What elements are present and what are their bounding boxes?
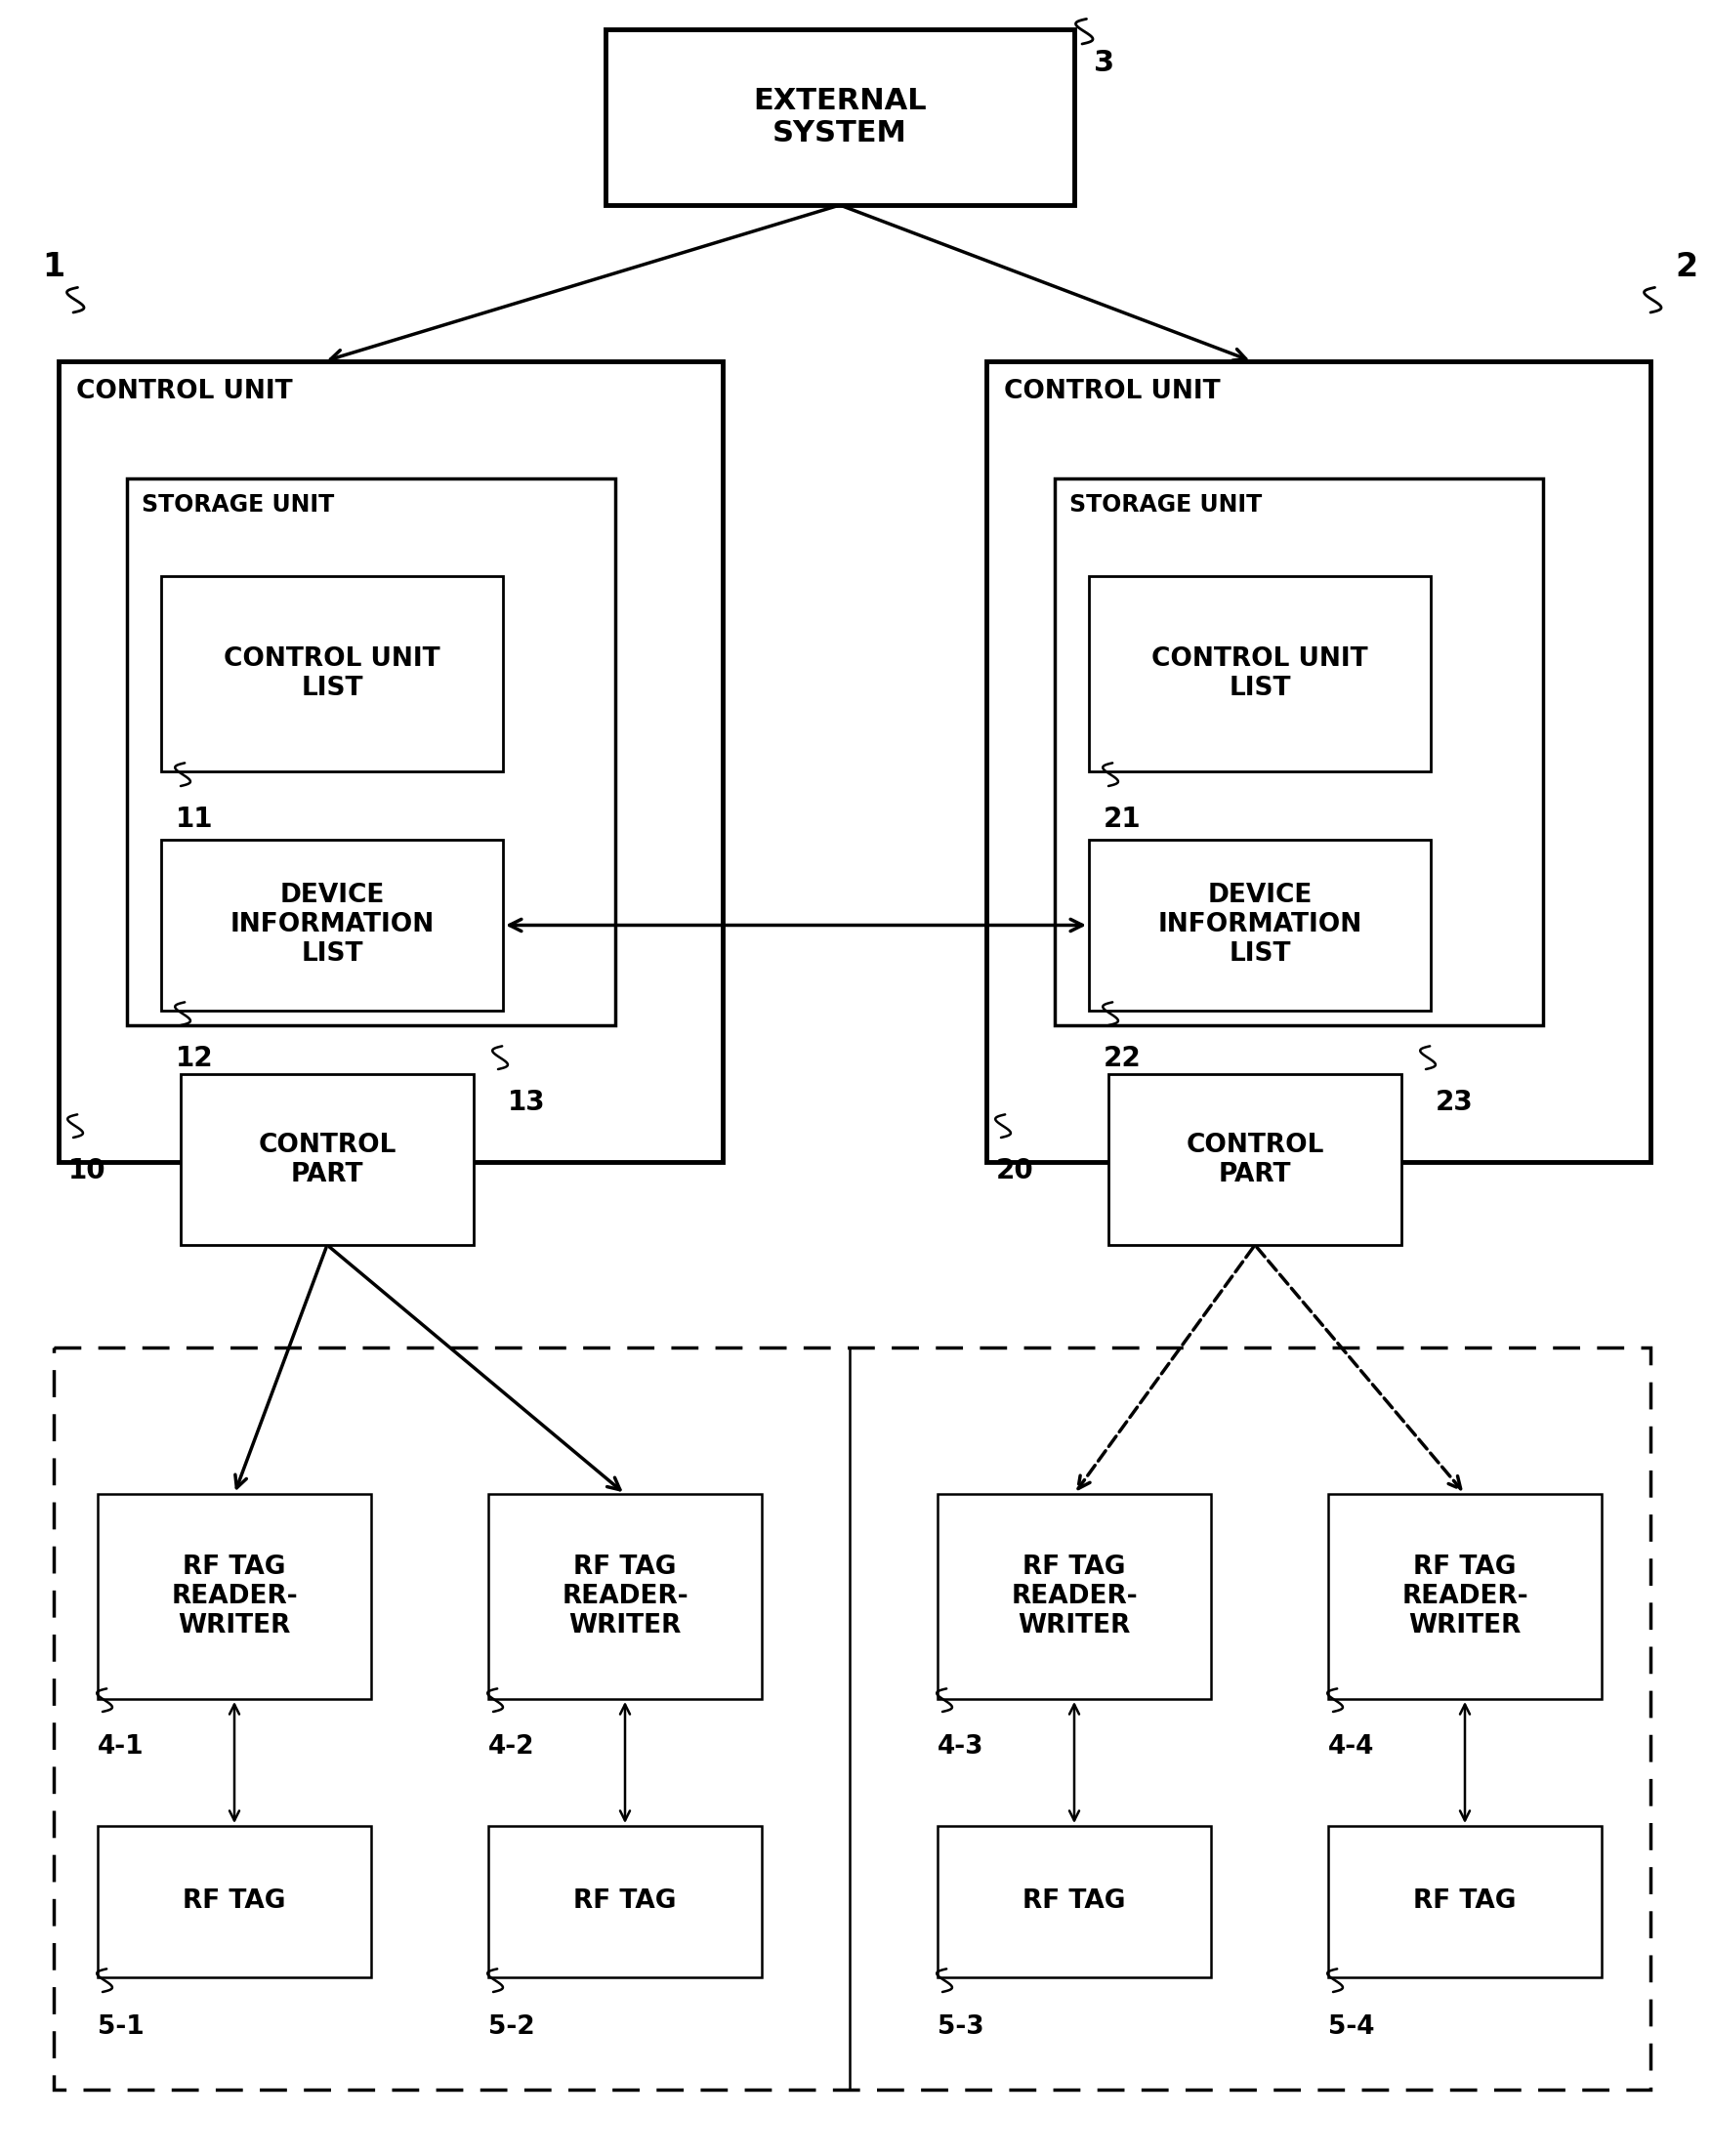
Text: RF TAG: RF TAG	[1413, 1889, 1516, 1915]
Text: RF TAG
READER-
WRITER: RF TAG READER- WRITER	[1401, 1554, 1528, 1639]
Text: 20: 20	[996, 1158, 1033, 1184]
Text: RF TAG: RF TAG	[183, 1889, 286, 1915]
Text: EXTERNAL
SYSTEM: EXTERNAL SYSTEM	[753, 86, 927, 149]
Text: RF TAG: RF TAG	[1023, 1889, 1126, 1915]
Text: 2: 2	[1675, 250, 1697, 282]
Text: 4-2: 4-2	[488, 1733, 534, 1759]
Text: CONTROL UNIT
LIST: CONTROL UNIT LIST	[224, 647, 440, 701]
Bar	[938, 1494, 1211, 1699]
Text: 21: 21	[1104, 806, 1141, 832]
Text: CONTROL
PART: CONTROL PART	[1186, 1132, 1324, 1186]
Text: 13: 13	[508, 1089, 546, 1117]
Bar	[488, 1494, 761, 1699]
Text: STORAGE UNIT: STORAGE UNIT	[142, 494, 334, 517]
Bar	[1088, 839, 1430, 1011]
Text: 5-3: 5-3	[938, 2014, 984, 2040]
Text: RF TAG
READER-
WRITER: RF TAG READER- WRITER	[561, 1554, 688, 1639]
Bar	[1088, 576, 1430, 772]
Bar	[98, 1826, 371, 1977]
Bar	[53, 1348, 1651, 2089]
Bar	[986, 362, 1651, 1162]
Bar	[1109, 1074, 1401, 1244]
Text: 10: 10	[68, 1158, 106, 1184]
Text: 5-4: 5-4	[1328, 2014, 1374, 2040]
Text: 3: 3	[1093, 50, 1114, 78]
Text: CONTROL UNIT: CONTROL UNIT	[77, 379, 293, 405]
Bar	[1328, 1826, 1601, 1977]
Text: 4-4: 4-4	[1328, 1733, 1374, 1759]
Text: 22: 22	[1104, 1046, 1141, 1072]
Bar	[1328, 1494, 1601, 1699]
Bar	[58, 362, 722, 1162]
Text: CONTROL
PART: CONTROL PART	[258, 1132, 397, 1186]
Text: RF TAG
READER-
WRITER: RF TAG READER- WRITER	[1011, 1554, 1138, 1639]
Text: DEVICE
INFORMATION
LIST: DEVICE INFORMATION LIST	[1158, 884, 1362, 968]
Text: 4-1: 4-1	[98, 1733, 144, 1759]
Text: 23: 23	[1436, 1089, 1473, 1117]
Text: DEVICE
INFORMATION
LIST: DEVICE INFORMATION LIST	[229, 884, 435, 968]
Bar	[181, 1074, 474, 1244]
Bar	[98, 1494, 371, 1699]
Text: 12: 12	[176, 1046, 214, 1072]
Text: 1: 1	[43, 250, 65, 282]
Text: 5-2: 5-2	[488, 2014, 536, 2040]
Text: CONTROL UNIT
LIST: CONTROL UNIT LIST	[1152, 647, 1369, 701]
Bar	[127, 479, 616, 1026]
Text: STORAGE UNIT: STORAGE UNIT	[1069, 494, 1263, 517]
Text: RF TAG
READER-
WRITER: RF TAG READER- WRITER	[171, 1554, 298, 1639]
Bar	[1054, 479, 1543, 1026]
Text: 11: 11	[176, 806, 214, 832]
Text: CONTROL UNIT: CONTROL UNIT	[1004, 379, 1220, 405]
Bar	[606, 30, 1075, 205]
Bar	[488, 1826, 761, 1977]
Bar	[938, 1826, 1211, 1977]
Text: 5-1: 5-1	[98, 2014, 144, 2040]
Bar	[161, 839, 503, 1011]
Text: 4-3: 4-3	[938, 1733, 984, 1759]
Bar	[161, 576, 503, 772]
Text: RF TAG: RF TAG	[573, 1889, 676, 1915]
